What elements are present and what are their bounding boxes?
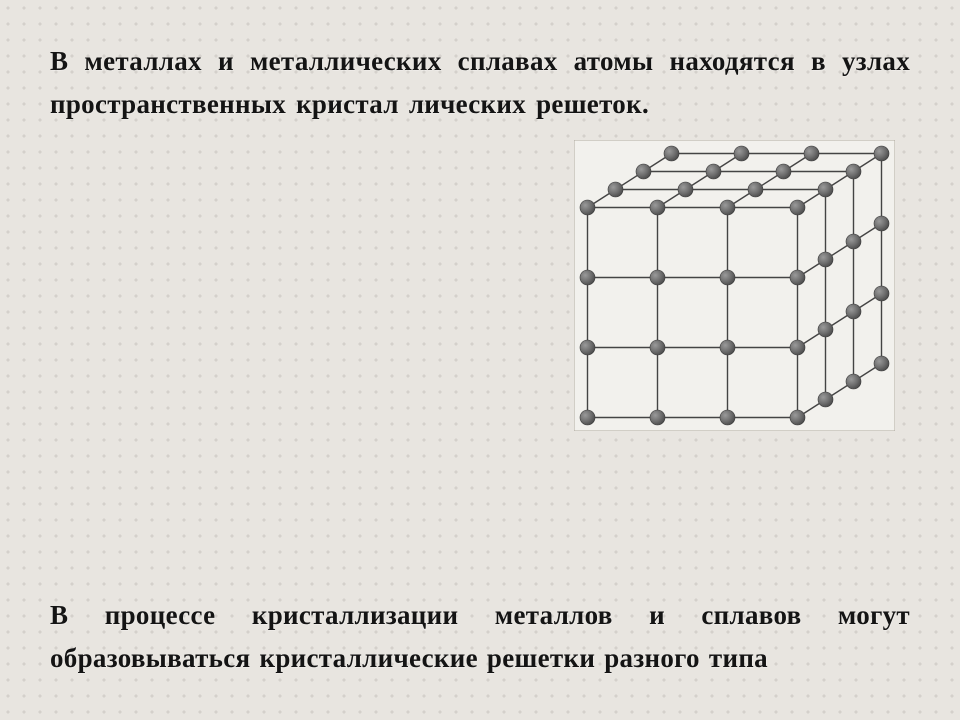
crystal-lattice-diagram (574, 140, 895, 431)
paragraph-1: В металлах и металлических сплавах атомы… (50, 40, 910, 126)
paragraph-2: В процессе кристаллизации металлов и спл… (50, 594, 910, 680)
lattice-svg (574, 140, 895, 431)
